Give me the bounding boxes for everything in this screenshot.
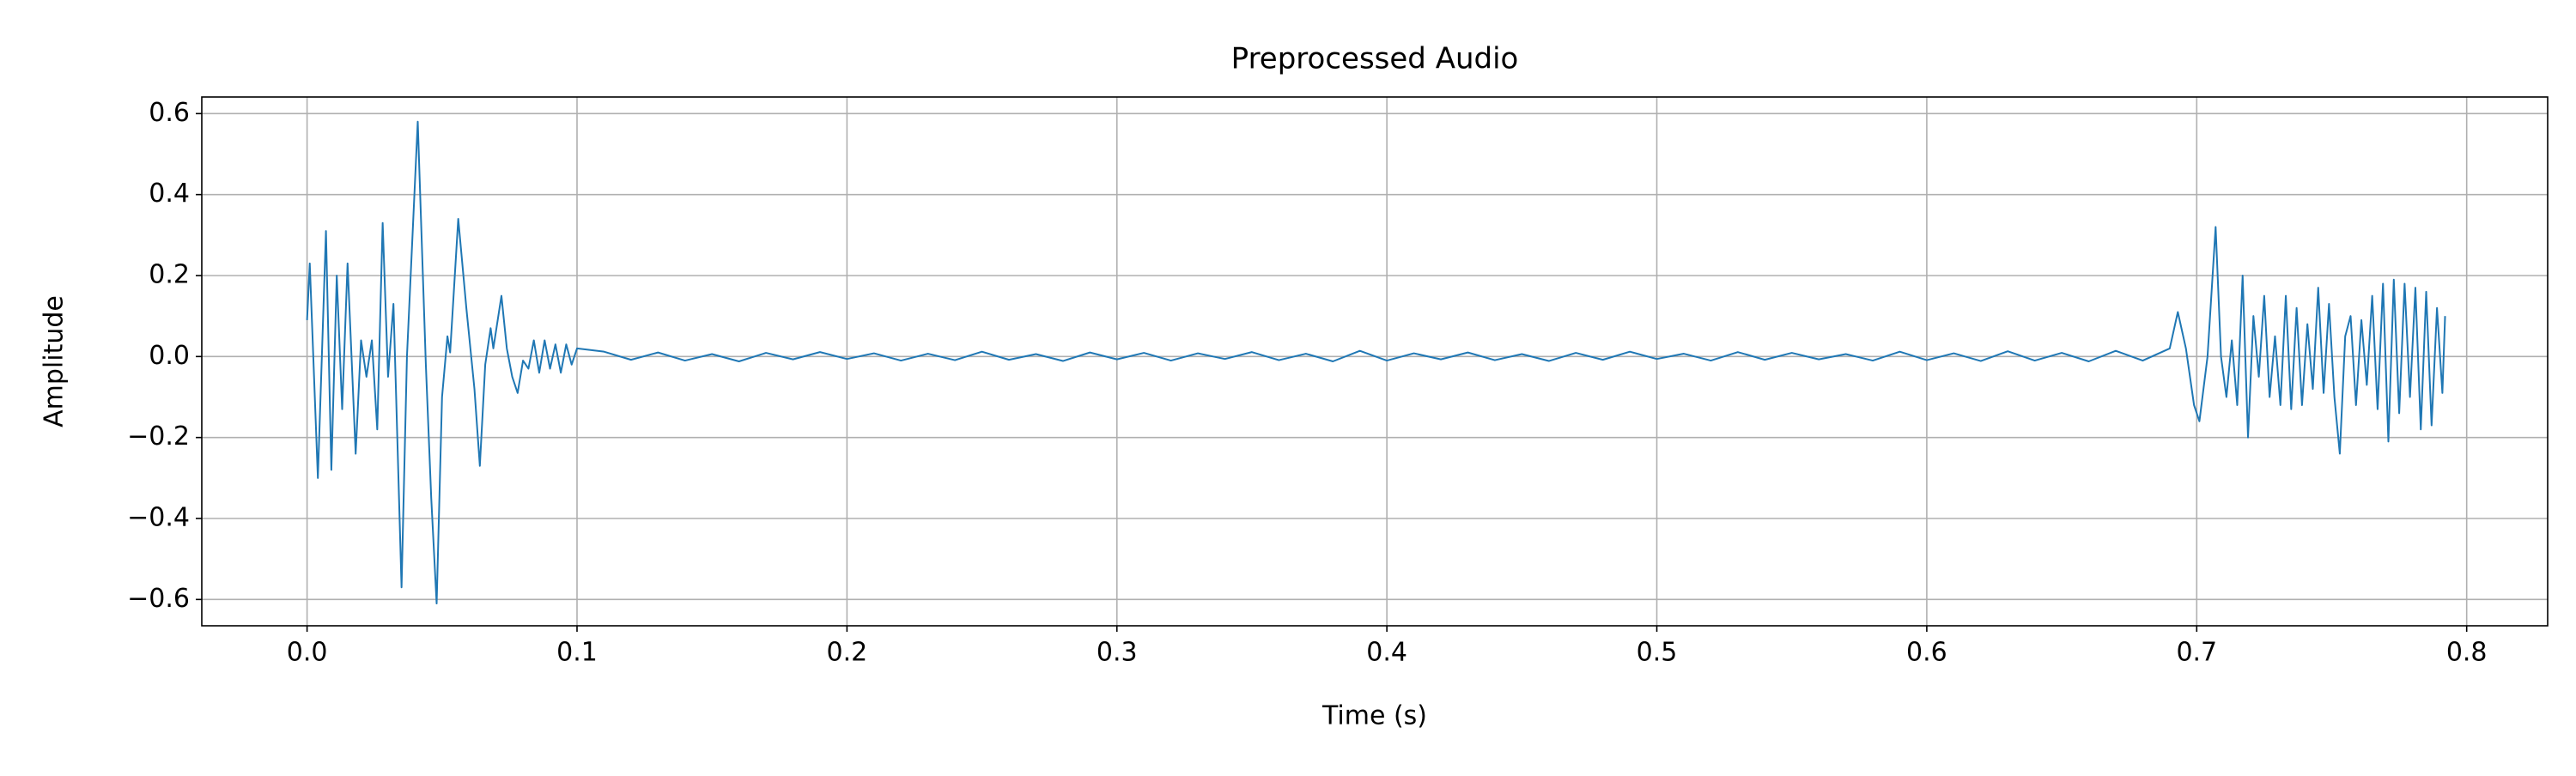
- x-tick-label: 0.2: [827, 638, 868, 668]
- y-tick-label: −0.4: [127, 503, 190, 533]
- y-axis-label: Amplitude: [39, 295, 70, 427]
- y-tick-label: −0.2: [127, 421, 190, 452]
- waveform-line: [306, 120, 2446, 605]
- y-tick-label: 0.6: [149, 98, 190, 128]
- x-tick-label: 0.3: [1097, 638, 1138, 668]
- plot-frame: [201, 96, 2549, 627]
- y-tick-label: −0.6: [127, 584, 190, 614]
- x-tick-label: 0.1: [556, 638, 598, 668]
- x-tick-label: 0.7: [2176, 638, 2217, 668]
- y-tick-label: 0.4: [149, 179, 190, 209]
- x-axis-label: Time (s): [1321, 701, 1427, 731]
- x-tick-label: 0.0: [287, 638, 328, 668]
- y-tick-label: 0.2: [149, 260, 190, 290]
- chart-title: Preprocessed Audio: [1231, 42, 1519, 76]
- x-tick-label: 0.8: [2446, 638, 2488, 668]
- x-tick-label: 0.4: [1366, 638, 1407, 668]
- y-tick-label: 0.0: [149, 341, 190, 371]
- x-tick-label: 0.6: [1906, 638, 1947, 668]
- x-tick-label: 0.5: [1637, 638, 1678, 668]
